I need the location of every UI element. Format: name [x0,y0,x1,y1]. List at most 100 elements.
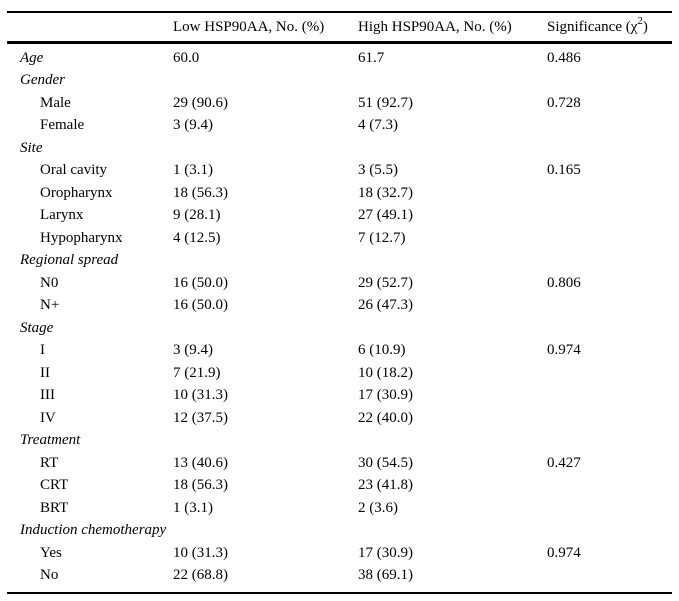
high-value: 10 (18.2) [358,364,413,381]
table-row: IV 12 (37.5) 22 (40.0) [7,407,672,430]
low-value: 10 (31.3) [173,544,228,561]
row-label: Induction chemotherapy [20,522,167,539]
significance-label-prefix: Significance ( [547,18,631,35]
table-row: Stage [7,317,672,340]
low-value: 29 (90.6) [173,94,228,111]
row-label: I [40,342,45,359]
table-row: Female 3 (9.4) 4 (7.3) [7,115,672,138]
table-row: III 10 (31.3) 17 (30.9) [7,385,672,408]
significance-value: 0.974 [547,544,581,561]
row-label: Stage [20,319,54,336]
high-value: 22 (40.0) [358,409,413,426]
col-header-high-hsp90aa: High HSP90AA, No. (%) [358,12,547,44]
chi-symbol: χ [630,18,638,35]
significance-value [547,137,672,160]
low-value: 10 (31.3) [173,387,228,404]
high-value: 29 (52.7) [358,274,413,291]
high-value: 7 (12.7) [358,229,406,246]
row-label: Male [40,94,71,111]
low-value: 12 (37.5) [173,409,228,426]
high-value: 4 (7.3) [358,117,398,134]
significance-value: 0.486 [547,49,581,66]
table-row: No 22 (68.8) 38 (69.1) [7,565,672,594]
high-value: 61.7 [358,49,385,66]
col-header-low-hsp90aa: Low HSP90AA, No. (%) [173,12,358,44]
row-label: IV [40,409,56,426]
row-label: Regional spread [20,252,119,269]
table-row: Age 60.0 61.7 0.486 [7,43,672,70]
high-value: 17 (30.9) [358,544,413,561]
row-label: RT [40,454,59,471]
significance-value [547,70,672,93]
high-value: 18 (32.7) [358,184,413,201]
significance-value: 0.728 [547,94,581,111]
significance-value: 0.974 [547,342,581,359]
high-value: 2 (3.6) [358,499,398,516]
low-value [173,137,358,160]
low-value: 16 (50.0) [173,297,228,314]
table-row: N+ 16 (50.0) 26 (47.3) [7,295,672,318]
significance-value [547,407,672,430]
significance-value [547,385,672,408]
significance-value [547,227,672,250]
significance-value: 0.427 [547,454,581,471]
table-row: I 3 (9.4) 6 (10.9) 0.974 [7,340,672,363]
low-value [173,70,358,93]
significance-value [547,295,672,318]
table-row: N0 16 (50.0) 29 (52.7) 0.806 [7,272,672,295]
low-value: 3 (9.4) [173,342,213,359]
table-row: Gender [7,70,672,93]
table-row: BRT 1 (3.1) 2 (3.6) [7,497,672,520]
low-value: 60.0 [173,49,200,66]
significance-value [547,317,672,340]
table-row: II 7 (21.9) 10 (18.2) [7,362,672,385]
row-label: Yes [40,544,62,561]
significance-value [547,520,672,543]
high-value: 26 (47.3) [358,297,413,314]
high-value: 17 (30.9) [358,387,413,404]
significance-value [547,565,672,594]
low-value: 3 (9.4) [173,117,213,134]
low-value: 18 (56.3) [173,184,228,201]
significance-label-suffix: ) [642,18,648,35]
high-value: 38 (69.1) [358,567,413,584]
row-label: Oropharynx [40,184,113,201]
high-value [358,317,547,340]
row-label: No [40,567,59,584]
row-label: BRT [40,499,69,516]
low-value [173,430,358,453]
high-value [358,70,547,93]
row-label: III [40,387,55,404]
low-value: 1 (3.1) [173,162,213,179]
high-value: 30 (54.5) [358,454,413,471]
low-value [173,520,358,543]
low-value: 1 (3.1) [173,499,213,516]
row-label: Hypopharynx [40,229,123,246]
table-row: Treatment [7,430,672,453]
significance-value [547,430,672,453]
significance-value: 0.806 [547,274,581,291]
high-value [358,250,547,273]
table-row: Oropharynx 18 (56.3) 18 (32.7) [7,182,672,205]
table-row: Regional spread [7,250,672,273]
low-value: 4 (12.5) [173,229,221,246]
significance-value: 0.165 [547,162,581,179]
chi-exponent: 2 [637,14,643,27]
high-value [358,430,547,453]
high-value: 51 (92.7) [358,94,413,111]
row-label: CRT [40,477,69,494]
statistics-table: Low HSP90AA, No. (%) High HSP90AA, No. (… [7,11,672,594]
header-row: Low HSP90AA, No. (%) High HSP90AA, No. (… [7,12,672,44]
low-value: 9 (28.1) [173,207,221,224]
row-label: N+ [40,297,60,314]
row-label: Treatment [20,432,81,449]
significance-value [547,205,672,228]
row-label: N0 [40,274,59,291]
col-header-empty [7,12,173,44]
row-label: Larynx [40,207,84,224]
col-header-significance: Significance (χ2) [547,12,672,44]
table-body: Age 60.0 61.7 0.486 Gender Male 29 (90.6) 51 (9… [7,43,672,594]
low-value [173,250,358,273]
row-label: Site [20,139,43,156]
low-value [173,317,358,340]
